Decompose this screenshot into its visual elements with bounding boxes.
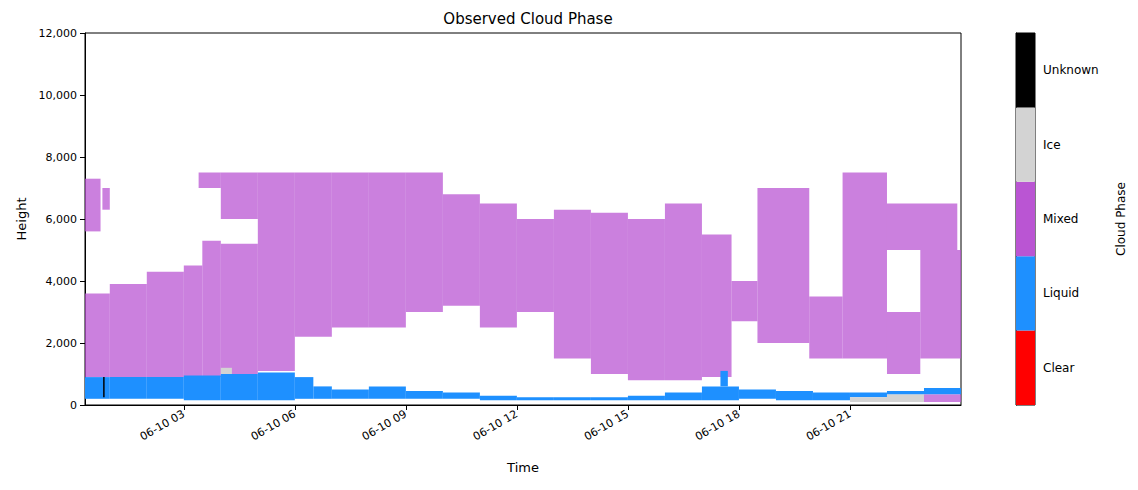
svg-text:Cloud Phase: Cloud Phase (1114, 182, 1128, 256)
svg-text:06-10 03: 06-10 03 (138, 407, 187, 443)
svg-text:06-10 21: 06-10 21 (804, 407, 853, 443)
svg-text:Clear: Clear (1043, 361, 1074, 375)
svg-text:0: 0 (70, 399, 77, 412)
svg-text:8,000: 8,000 (46, 151, 78, 164)
svg-text:12,000: 12,000 (39, 27, 78, 40)
svg-text:Ice: Ice (1043, 138, 1061, 152)
svg-text:Unknown: Unknown (1043, 63, 1099, 77)
svg-text:2,000: 2,000 (46, 337, 78, 350)
svg-text:Mixed: Mixed (1043, 212, 1078, 226)
svg-text:Time: Time (506, 460, 539, 475)
svg-text:Height: Height (14, 198, 29, 241)
svg-text:06-10 15: 06-10 15 (582, 407, 631, 443)
svg-text:Observed Cloud Phase: Observed Cloud Phase (443, 10, 612, 28)
svg-text:06-10 06: 06-10 06 (249, 407, 298, 443)
svg-text:06-10 18: 06-10 18 (693, 407, 742, 443)
svg-text:6,000: 6,000 (46, 213, 78, 226)
svg-text:06-10 12: 06-10 12 (471, 407, 520, 443)
svg-text:Liquid: Liquid (1043, 286, 1079, 300)
svg-text:10,000: 10,000 (39, 89, 78, 102)
svg-text:4,000: 4,000 (46, 275, 78, 288)
svg-text:06-10 09: 06-10 09 (360, 407, 409, 443)
